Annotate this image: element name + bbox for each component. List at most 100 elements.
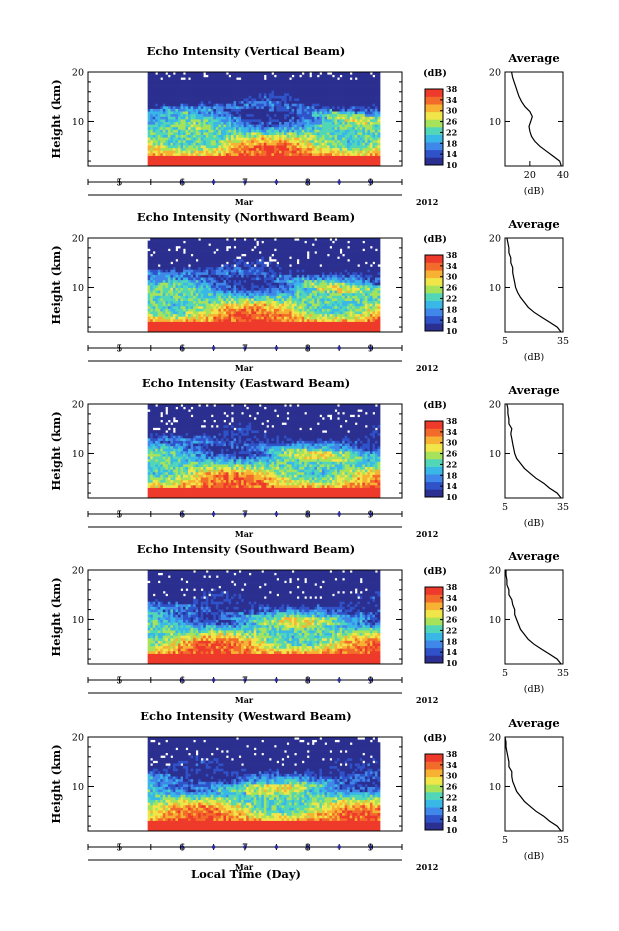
- colorbar-tick-label: 34: [446, 760, 458, 770]
- average-ytick-label: 20: [489, 400, 501, 411]
- colorbar-segment: [425, 459, 443, 467]
- colorbar-tick-label: 34: [446, 261, 458, 271]
- average-xlabel: (dB): [524, 186, 544, 197]
- colorbar-segment: [425, 769, 443, 778]
- colorbar-label: (dB): [423, 733, 447, 744]
- colorbar-tick-label: 30: [446, 272, 458, 282]
- colorbar-segment: [425, 647, 443, 656]
- xtick-label: 8: [305, 510, 311, 521]
- colorbar-frame: [424, 254, 444, 332]
- time-marker: [180, 512, 184, 516]
- colorbar-tick-label: 38: [446, 250, 458, 260]
- colorbar-tick-label: 30: [446, 604, 458, 614]
- colorbar-tick-label: 22: [446, 293, 457, 303]
- colorbar-tick-label: 26: [446, 782, 458, 792]
- panel-1: Echo Intensity (Northward Beam) 10 20 Heigh…: [49, 210, 569, 373]
- colorbar-tick-label: 10: [446, 658, 458, 668]
- xtick-label: 7: [242, 510, 248, 521]
- colorbar-segment: [425, 489, 443, 498]
- plot-frame: [87, 403, 403, 499]
- average-xtick-label: 5: [502, 835, 508, 846]
- month-label: Mar: [235, 862, 254, 872]
- colorbar-tick-label: 18: [446, 304, 458, 314]
- average-profile-line: [511, 71, 562, 167]
- average-title: Average: [507, 549, 559, 563]
- average-xtick-label: 20: [524, 170, 536, 181]
- time-marker: [243, 180, 247, 184]
- year-label: 2012: [416, 363, 438, 373]
- average-xtick-label: 35: [557, 668, 569, 679]
- colorbar-segment: [425, 481, 443, 490]
- month-label: Mar: [235, 695, 254, 705]
- panel-title: Echo Intensity (Westward Beam): [140, 709, 351, 723]
- average-title: Average: [507, 383, 559, 397]
- xtick-label: 7: [242, 178, 248, 189]
- colorbar-segment: [425, 640, 443, 649]
- colorbar-tick-label: 10: [446, 825, 458, 835]
- panel-title: Echo Intensity (Vertical Beam): [147, 44, 346, 58]
- xtick-label: 5: [116, 178, 122, 189]
- time-marker: [306, 180, 310, 184]
- time-marker: [274, 845, 279, 849]
- colorbar-tick-label: 38: [446, 416, 458, 426]
- xtick-label: 9: [368, 178, 374, 189]
- colorbar-tick-label: 14: [446, 814, 458, 824]
- colorbar-segment: [425, 602, 443, 611]
- xtick-label: 7: [242, 676, 248, 687]
- colorbar-label: (dB): [423, 68, 447, 79]
- xtick-label: 5: [116, 344, 122, 355]
- xtick-label: 6: [179, 843, 185, 854]
- colorbar-tick-label: 30: [446, 106, 458, 116]
- average-ytick-label: 20: [489, 68, 501, 79]
- heatmap-field: [147, 238, 381, 333]
- average-xlabel: (dB): [524, 352, 544, 363]
- colorbar-segment: [425, 776, 443, 785]
- colorbar-segment: [425, 293, 443, 301]
- colorbar-segment: [425, 587, 443, 595]
- colorbar-segment: [425, 308, 443, 317]
- time-marker: [368, 678, 373, 682]
- colorbar-segment: [425, 323, 443, 332]
- colorbar-segment: [425, 443, 443, 452]
- average-xtick-label: 5: [502, 336, 508, 347]
- month-label: Mar: [235, 529, 254, 539]
- xtick-label: 9: [368, 676, 374, 687]
- colorbar-segment: [425, 822, 443, 831]
- year-label: 2012: [416, 197, 438, 207]
- colorbar-segment: [425, 807, 443, 816]
- colorbar-tick-label: 38: [446, 749, 458, 759]
- heatmap-field: [147, 72, 381, 167]
- colorbar-tick-label: 26: [446, 283, 458, 293]
- y-axis-label: Height (km): [49, 411, 63, 490]
- heatmap-field: [147, 737, 381, 832]
- panel-title: Echo Intensity (Northward Beam): [137, 210, 355, 224]
- time-marker: [274, 512, 279, 516]
- time-marker: [243, 845, 247, 849]
- average-xtick-label: 35: [557, 502, 569, 513]
- ytick-label: 10: [72, 117, 84, 128]
- xtick-label: 6: [179, 510, 185, 521]
- time-marker: [211, 512, 216, 516]
- year-label: 2012: [416, 695, 438, 705]
- time-marker: [337, 346, 342, 350]
- time-marker: [368, 180, 373, 184]
- time-marker: [180, 678, 184, 682]
- colorbar-tick-label: 18: [446, 470, 458, 480]
- colorbar-tick-label: 26: [446, 449, 458, 459]
- colorbar-segment: [425, 255, 443, 263]
- xtick-label: 6: [179, 676, 185, 687]
- average-title: Average: [507, 51, 559, 65]
- colorbar-tick-label: 38: [446, 582, 458, 592]
- colorbar-tick-label: 18: [446, 803, 458, 813]
- colorbar-tick-label: 26: [446, 615, 458, 625]
- time-marker: [368, 845, 373, 849]
- average-profile-line: [506, 403, 562, 499]
- colorbar-segment: [425, 609, 443, 618]
- plot-frame: [87, 71, 403, 167]
- average-ytick-label: 10: [489, 449, 501, 460]
- average-frame: [504, 237, 564, 333]
- colorbar-tick-label: 18: [446, 138, 458, 148]
- colorbar-tick-label: 34: [446, 427, 458, 437]
- colorbar-tick-label: 22: [446, 127, 457, 137]
